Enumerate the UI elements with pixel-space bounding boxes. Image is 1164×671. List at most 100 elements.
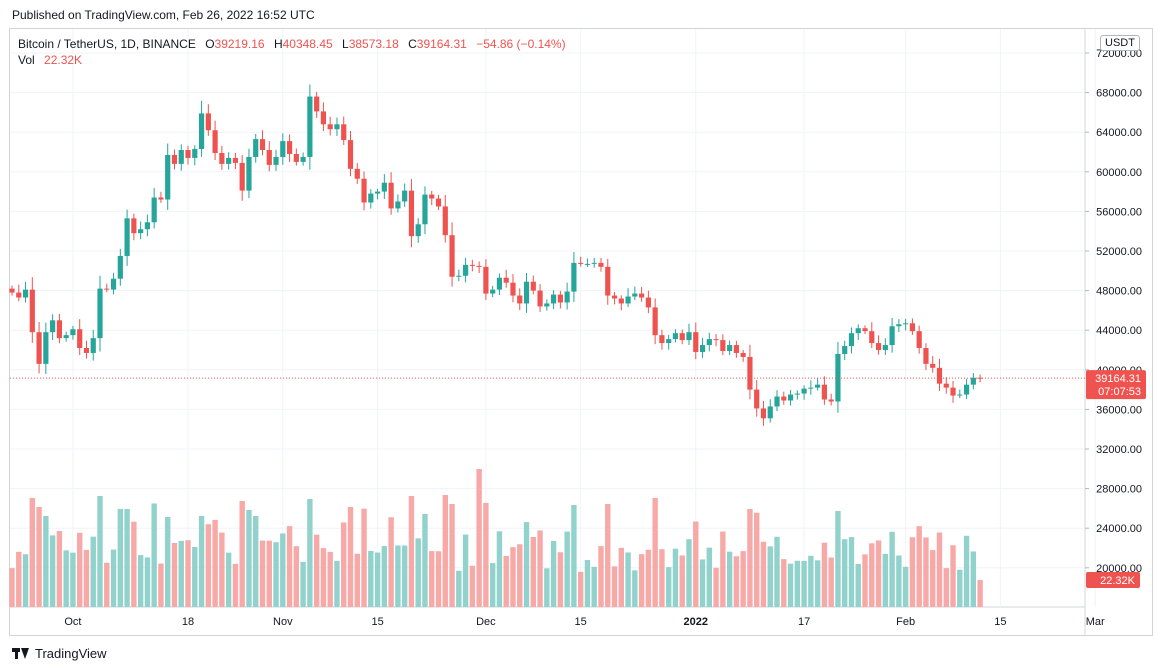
x-tick-label: 15 [371, 616, 383, 628]
candle-body [882, 345, 888, 350]
volume-bar [408, 496, 415, 607]
candle-body [754, 389, 760, 409]
y-tick-label: 64000.00 [1096, 127, 1142, 139]
candle-body [557, 294, 563, 303]
volume-bar [896, 555, 902, 607]
candle-body [815, 384, 821, 388]
volume-bar [963, 535, 970, 607]
volume-bar [767, 546, 773, 607]
y-tick-label: 48000.00 [1096, 286, 1142, 298]
volume-bar [456, 570, 462, 607]
candle-body [632, 293, 638, 297]
volume-bar [577, 571, 584, 607]
candle-body [368, 193, 374, 203]
volume-bar [957, 569, 963, 607]
x-tick-label: 17 [798, 616, 810, 628]
volume-bar [225, 552, 232, 607]
candle-body [83, 348, 90, 353]
volume-bar [469, 565, 476, 607]
candle-body [869, 331, 875, 344]
candle-body [314, 96, 320, 112]
volume-bar [970, 551, 977, 607]
last-volume-badge [1086, 572, 1140, 588]
volume-bar [828, 557, 834, 607]
volume-bar [354, 553, 360, 607]
candle-body [889, 326, 895, 346]
candle-body [232, 157, 239, 163]
candle-body [496, 277, 503, 290]
candle-body [361, 178, 367, 203]
candle-body [767, 406, 773, 419]
candle-body [564, 291, 570, 303]
candle-body [151, 197, 157, 223]
published-caption: Published on TradingView.com, Feb 26, 20… [12, 8, 315, 22]
candle-body [50, 320, 56, 333]
volume-bar [131, 521, 137, 607]
y-tick-label: 32000.00 [1096, 444, 1142, 456]
volume-bar [266, 540, 272, 607]
x-tick-label: 15 [575, 616, 587, 628]
y-tick-label: 52000.00 [1096, 246, 1142, 258]
volume-bar [374, 552, 381, 607]
volume-bar [205, 524, 212, 607]
candle-body [70, 329, 76, 336]
chart-legend: Bitcoin / TetherUS, 1D, BINANCE O39219.1… [18, 36, 566, 68]
volume-bar [733, 556, 740, 607]
candle-body [63, 335, 69, 339]
candle-body [171, 154, 178, 164]
candle-body [347, 140, 354, 169]
volume-bar [388, 517, 394, 607]
x-tick-label: Mar [1086, 616, 1105, 628]
candle-body [158, 197, 164, 200]
volume-bar [835, 511, 841, 607]
candle-body [530, 281, 536, 291]
candle-body [165, 154, 171, 200]
volume-bar [814, 560, 821, 607]
volume-bar [760, 541, 767, 607]
candle-body [9, 288, 15, 293]
volume-bar [557, 552, 564, 607]
volume-bar [192, 547, 198, 607]
volume-bar [97, 496, 103, 607]
low-label: L [342, 37, 349, 51]
candle-body [192, 149, 198, 158]
y-tick-label: 56000.00 [1096, 206, 1142, 218]
candle-body [957, 394, 963, 396]
volume-bar [165, 517, 171, 607]
volume-bar [212, 519, 218, 607]
candle-body [645, 297, 651, 308]
volume-bar [232, 563, 239, 607]
volume-bar [781, 559, 787, 607]
candle-body [483, 266, 489, 294]
candle-body [970, 377, 976, 385]
volume-row: Vol 22.32K [18, 52, 566, 68]
y-tick-label: 72000.00 [1096, 48, 1142, 60]
volume-bar [158, 563, 164, 607]
volume-bar [571, 505, 577, 607]
volume-bar [679, 555, 685, 607]
ohlc-row: Bitcoin / TetherUS, 1D, BINANCE O39219.1… [18, 36, 566, 52]
y-tick-label: 36000.00 [1096, 404, 1142, 416]
volume-bar [659, 549, 665, 607]
candle-body [246, 156, 252, 191]
open-value: 39219.16 [214, 37, 265, 51]
x-tick-label: 15 [994, 616, 1006, 628]
volume-bar [862, 554, 868, 607]
candle-body [408, 190, 415, 237]
footer-brand[interactable]: TradingView [12, 646, 107, 661]
volume-bar [22, 554, 29, 607]
volume-bar [530, 537, 536, 607]
volume-bar [442, 495, 448, 607]
volume-bar [693, 521, 699, 607]
candle-body [442, 206, 448, 236]
candle-body [821, 384, 827, 400]
currency-button[interactable]: USDT [1100, 35, 1140, 51]
volume-bar [726, 551, 733, 607]
last-price-label: 39164.31 [1095, 373, 1141, 385]
volume-bar [313, 534, 320, 607]
candle-body [787, 394, 794, 401]
high-label: H [273, 37, 283, 51]
volume-bar [144, 557, 151, 607]
volume-bar [171, 543, 178, 607]
